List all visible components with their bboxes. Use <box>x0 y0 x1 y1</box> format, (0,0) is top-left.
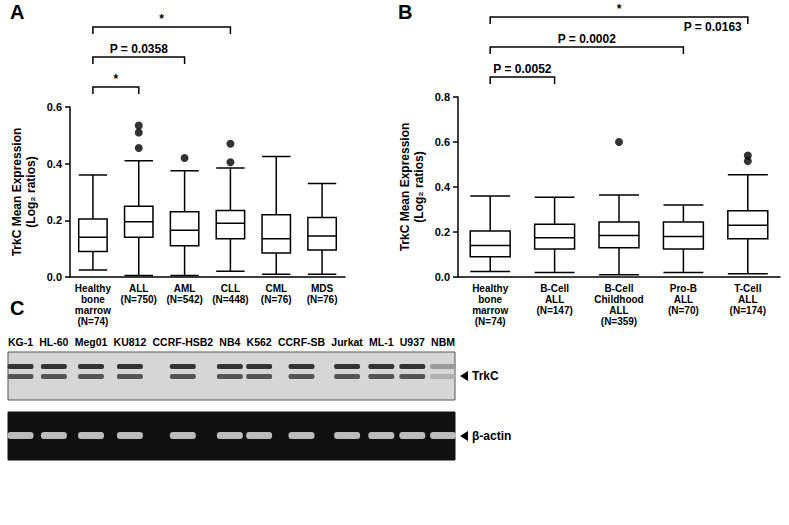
svg-text:marrow: marrow <box>472 305 508 316</box>
svg-text:KG-1: KG-1 <box>8 336 33 348</box>
svg-text:C: C <box>10 297 24 319</box>
svg-text:Healthy: Healthy <box>472 283 509 294</box>
svg-text:marrow: marrow <box>75 305 111 316</box>
svg-text:(Log₂ ratios): (Log₂ ratios) <box>412 151 426 222</box>
svg-text:0.0: 0.0 <box>435 271 450 283</box>
svg-text:P = 0.0358: P = 0.0358 <box>110 42 168 56</box>
svg-text:ALL: ALL <box>129 283 148 294</box>
svg-text:0.6: 0.6 <box>47 101 62 113</box>
svg-text:NBM: NBM <box>431 336 455 348</box>
svg-text:*: * <box>159 12 164 26</box>
svg-text:(N=750): (N=750) <box>121 294 157 305</box>
svg-text:(Log₂ ratios): (Log₂ ratios) <box>24 156 38 227</box>
svg-text:B: B <box>398 1 412 23</box>
svg-text:ALL: ALL <box>609 305 628 316</box>
svg-text:bone: bone <box>81 294 105 305</box>
svg-text:ALL: ALL <box>738 294 757 305</box>
svg-text:(N=76): (N=76) <box>307 294 338 305</box>
svg-text:Healthy: Healthy <box>75 283 112 294</box>
svg-text:HL-60: HL-60 <box>39 336 68 348</box>
svg-text:Pro-B: Pro-B <box>670 283 697 294</box>
svg-text:T-Cell: T-Cell <box>734 283 761 294</box>
svg-text:(N=147): (N=147) <box>536 305 572 316</box>
svg-text:0.2: 0.2 <box>47 214 62 226</box>
svg-text:(N=448): (N=448) <box>212 294 248 305</box>
svg-text:(N=74): (N=74) <box>475 316 506 327</box>
svg-text:bone: bone <box>478 294 502 305</box>
svg-text:ALL: ALL <box>674 294 693 305</box>
svg-text:CML: CML <box>265 283 287 294</box>
svg-text:U937: U937 <box>400 336 425 348</box>
svg-text:(N=70): (N=70) <box>668 305 699 316</box>
svg-text:P = 0.0002: P = 0.0002 <box>558 32 616 46</box>
svg-text:B-Cell: B-Cell <box>540 283 569 294</box>
svg-text:B-Cell: B-Cell <box>605 283 634 294</box>
svg-text:0.4: 0.4 <box>435 181 451 193</box>
svg-text:CCRF-HSB2: CCRF-HSB2 <box>152 336 213 348</box>
svg-text:(N=359): (N=359) <box>601 316 637 327</box>
svg-text:0.0: 0.0 <box>47 271 62 283</box>
svg-text:0.8: 0.8 <box>435 91 450 103</box>
svg-text:K562: K562 <box>247 336 272 348</box>
svg-text:TrkC: TrkC <box>472 369 499 383</box>
svg-text:0.6: 0.6 <box>435 136 450 148</box>
svg-text:ALL: ALL <box>545 294 564 305</box>
svg-text:A: A <box>10 1 24 23</box>
svg-text:MDS: MDS <box>311 283 334 294</box>
svg-text:CLL: CLL <box>221 283 240 294</box>
svg-text:AML: AML <box>174 283 196 294</box>
svg-text:(N=74): (N=74) <box>77 316 108 327</box>
svg-text:Meg01: Meg01 <box>75 336 108 348</box>
svg-text:0.4: 0.4 <box>47 158 63 170</box>
svg-text:KU812: KU812 <box>114 336 147 348</box>
svg-text:ML-1: ML-1 <box>369 336 394 348</box>
svg-text:CCRF-SB: CCRF-SB <box>278 336 326 348</box>
svg-text:*: * <box>113 72 118 86</box>
svg-text:*: * <box>617 2 622 16</box>
svg-text:0.2: 0.2 <box>435 226 450 238</box>
svg-text:(N=542): (N=542) <box>166 294 202 305</box>
svg-text:(N=174): (N=174) <box>730 305 766 316</box>
svg-text:β-actin: β-actin <box>472 429 511 443</box>
svg-text:Jurkat: Jurkat <box>331 336 363 348</box>
svg-text:TrkC Mean Expression: TrkC Mean Expression <box>398 123 412 252</box>
svg-text:Childhood: Childhood <box>594 294 643 305</box>
svg-text:NB4: NB4 <box>219 336 240 348</box>
svg-text:P = 0.0052: P = 0.0052 <box>493 62 551 76</box>
svg-text:P = 0.0163: P = 0.0163 <box>684 20 742 34</box>
svg-text:(N=76): (N=76) <box>261 294 292 305</box>
svg-text:TrkC Mean Expression: TrkC Mean Expression <box>10 128 24 257</box>
